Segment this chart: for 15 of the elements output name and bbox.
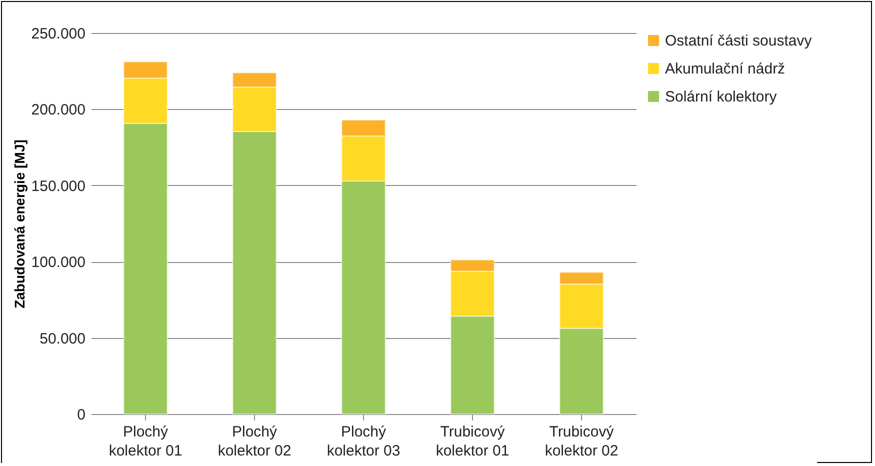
x-tick-label: Plochý kolektor 03 bbox=[326, 424, 400, 460]
y-tick-label: 250.000 bbox=[31, 26, 86, 42]
y-tick-label: 200.000 bbox=[31, 102, 86, 119]
y-axis-title: Zabudovaná energie [MJ] bbox=[11, 140, 28, 308]
legend-label: Ostatní části soustavy bbox=[665, 32, 812, 50]
legend-label: Solární kolektory bbox=[665, 88, 778, 106]
x-tick-label: Trubicový kolektor 02 bbox=[544, 424, 618, 460]
x-tick-label: Plochý kolektor 01 bbox=[108, 424, 182, 460]
y-tick-label: 150.000 bbox=[31, 178, 86, 195]
y-tick-label: 50.000 bbox=[40, 330, 86, 348]
y-tick-label: 100.000 bbox=[31, 254, 86, 272]
y-tick-label: 0 bbox=[77, 406, 86, 424]
x-tick-label: Plochý kolektor 02 bbox=[218, 424, 292, 460]
x-tick-label: Trubicový kolektor 01 bbox=[436, 424, 510, 460]
legend-label: Akumulační nádrž bbox=[665, 60, 786, 78]
